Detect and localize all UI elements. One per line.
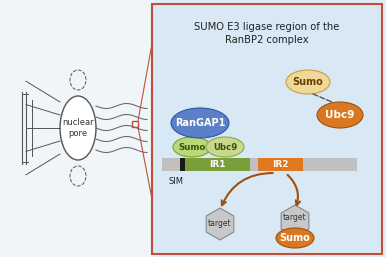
Text: Sumo: Sumo (279, 233, 310, 243)
Ellipse shape (317, 102, 363, 128)
Polygon shape (281, 205, 309, 237)
Text: Ubc9: Ubc9 (213, 142, 237, 151)
Bar (258, 158, 303, 171)
Bar (180, 158, 185, 171)
Text: Sumo: Sumo (293, 77, 323, 87)
Ellipse shape (173, 137, 211, 157)
Text: IR1: IR1 (209, 160, 226, 169)
Bar (0, 0, 155, 257)
Polygon shape (206, 208, 234, 240)
Text: nuclear
pore: nuclear pore (62, 118, 94, 138)
Text: SUMO E3 ligase region of the
RanBP2 complex: SUMO E3 ligase region of the RanBP2 comp… (194, 22, 340, 45)
Ellipse shape (286, 70, 330, 94)
Text: Sumo: Sumo (178, 142, 206, 151)
Text: SIM: SIM (169, 177, 183, 186)
Ellipse shape (171, 108, 229, 138)
Text: Ubc9: Ubc9 (325, 110, 355, 120)
Bar (185, 158, 250, 171)
Text: target: target (283, 213, 307, 222)
Text: RanGAP1: RanGAP1 (175, 118, 225, 128)
Bar (162, 158, 357, 171)
Text: IR2: IR2 (272, 160, 289, 169)
Ellipse shape (276, 228, 314, 248)
Ellipse shape (206, 137, 244, 157)
Text: target: target (208, 219, 232, 228)
FancyBboxPatch shape (152, 4, 382, 254)
Bar (132, 121, 138, 127)
Ellipse shape (60, 96, 96, 160)
